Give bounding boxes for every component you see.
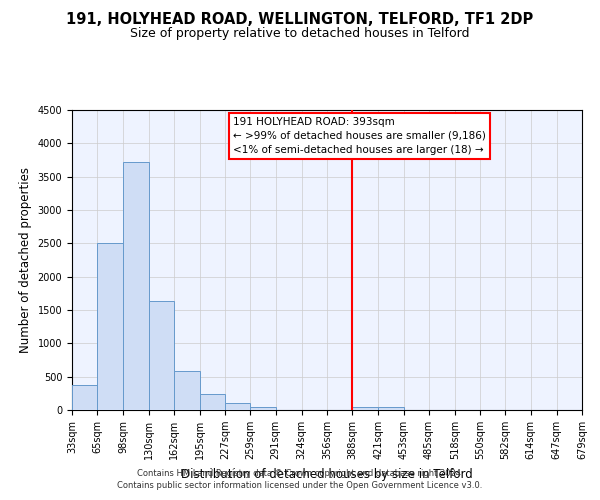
Bar <box>225 404 250 410</box>
Bar <box>72 384 97 410</box>
Bar <box>124 162 149 410</box>
Bar <box>174 370 200 410</box>
X-axis label: Distribution of detached houses by size in Telford: Distribution of detached houses by size … <box>181 468 473 480</box>
Y-axis label: Number of detached properties: Number of detached properties <box>19 167 32 353</box>
Bar <box>97 244 124 410</box>
Bar <box>379 408 404 410</box>
Bar <box>200 394 225 410</box>
Bar <box>250 406 275 410</box>
Bar <box>149 302 174 410</box>
Text: Size of property relative to detached houses in Telford: Size of property relative to detached ho… <box>130 28 470 40</box>
Text: 191 HOLYHEAD ROAD: 393sqm
← >99% of detached houses are smaller (9,186)
<1% of s: 191 HOLYHEAD ROAD: 393sqm ← >99% of deta… <box>233 116 486 154</box>
Bar <box>352 408 379 410</box>
Text: 191, HOLYHEAD ROAD, WELLINGTON, TELFORD, TF1 2DP: 191, HOLYHEAD ROAD, WELLINGTON, TELFORD,… <box>67 12 533 28</box>
Text: Contains HM Land Registry data © Crown copyright and database right 2024.
Contai: Contains HM Land Registry data © Crown c… <box>118 469 482 490</box>
